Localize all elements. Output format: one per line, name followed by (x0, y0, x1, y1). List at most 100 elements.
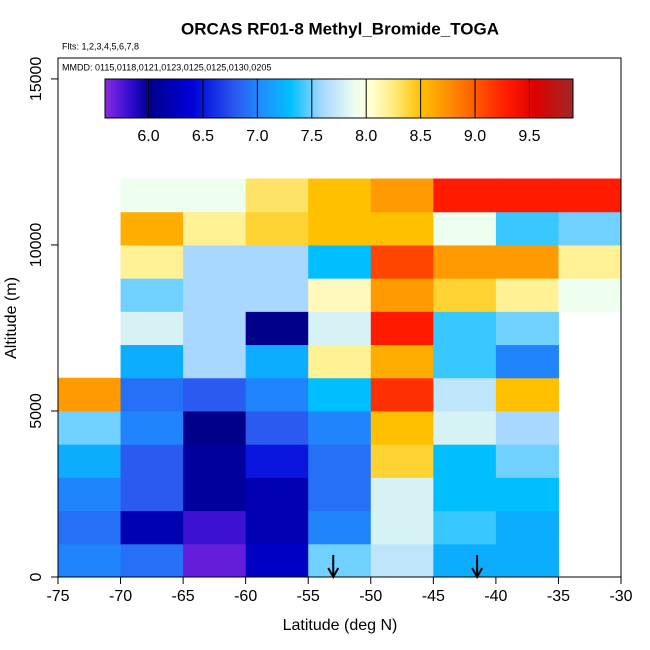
heat-cell (120, 510, 184, 545)
heat-cell (370, 278, 434, 312)
heat-cell (308, 477, 372, 512)
heat-cell (495, 410, 559, 445)
heat-cell (370, 211, 434, 246)
heat-cell (58, 510, 122, 545)
chart-title: ORCAS RF01-8 Methyl_Bromide_TOGA (181, 19, 499, 38)
heat-cell (245, 543, 309, 578)
heat-cell (433, 543, 497, 578)
heat-cell (495, 211, 559, 246)
x-tick-label: -60 (234, 588, 257, 605)
heat-cell (245, 510, 309, 545)
arrow-head (471, 567, 483, 580)
heat-cell (183, 410, 247, 445)
heat-cell (370, 311, 434, 346)
x-axis-label: Latitude (deg N) (283, 617, 398, 634)
heat-cell (308, 543, 372, 578)
colorbar-tick-label: 8.5 (410, 128, 432, 145)
heat-cell (370, 477, 434, 512)
heat-cell (308, 410, 372, 445)
heat-cell (245, 278, 309, 312)
colorbar (104, 78, 574, 119)
x-tick-label: -55 (297, 588, 320, 605)
heat-cell (370, 410, 434, 445)
heat-cell (495, 444, 559, 478)
heat-cell (245, 211, 309, 246)
heat-cell (245, 311, 309, 346)
heat-cell (495, 344, 559, 379)
colorbar-tick-label: 6.5 (192, 128, 214, 145)
heat-cell (495, 278, 559, 312)
heat-cell (245, 410, 309, 445)
heat-cell (245, 344, 309, 379)
heat-cell (495, 311, 559, 346)
heat-cell (183, 244, 247, 279)
heat-cell (245, 444, 309, 478)
heat-cell (308, 311, 372, 346)
heat-cell (183, 278, 247, 312)
heat-cell (433, 278, 497, 312)
x-tick-label: -75 (46, 588, 69, 605)
heat-cell (558, 178, 622, 213)
heat-cell (433, 211, 497, 246)
heat-cell (370, 344, 434, 379)
heat-cell (120, 410, 184, 445)
heat-cell (308, 344, 372, 379)
colorbar-tick-label: 7.5 (301, 128, 323, 145)
heat-cell (58, 444, 122, 478)
heat-cell (308, 278, 372, 312)
heat-cell (245, 178, 309, 213)
heat-cell (433, 477, 497, 512)
y-tick-label: 5000 (28, 393, 45, 429)
colorbar-tick-label: 7.0 (246, 128, 268, 145)
heat-cell (245, 244, 309, 279)
heat-cell (370, 377, 434, 412)
heat-cell (433, 344, 497, 379)
x-tick-label: -45 (422, 588, 445, 605)
y-axis-label: Altitude (m) (3, 277, 20, 359)
heat-cell (558, 211, 622, 246)
heat-cell (183, 444, 247, 478)
heat-cell (370, 244, 434, 279)
heat-cell (58, 410, 122, 445)
heat-cell (370, 543, 434, 578)
heat-cell (183, 178, 247, 213)
heat-cell (58, 477, 122, 512)
heat-cell (120, 178, 184, 213)
heat-cell (120, 244, 184, 279)
heat-cell (495, 178, 559, 213)
x-tick-label: -30 (609, 588, 632, 605)
heat-cell (183, 543, 247, 578)
heat-cell (245, 477, 309, 512)
heat-cell (120, 211, 184, 246)
heat-cell (370, 510, 434, 545)
x-tick-label: -65 (172, 588, 195, 605)
heat-cell (120, 477, 184, 512)
heat-cell (308, 211, 372, 246)
heat-cell (558, 244, 622, 279)
heat-cell (558, 278, 622, 312)
plot-frame (57, 57, 622, 578)
heat-cell (308, 178, 372, 213)
heat-cell (495, 477, 559, 512)
colorbar-tick-label: 8.0 (355, 128, 377, 145)
heat-cell (370, 444, 434, 478)
heat-cell (433, 444, 497, 478)
x-tick-label: -35 (547, 588, 570, 605)
heat-cell (495, 543, 559, 578)
heat-cell (245, 377, 309, 412)
heat-cell (58, 543, 122, 578)
heat-cell (308, 510, 372, 545)
heat-cell (433, 510, 497, 545)
x-tick-label: -50 (359, 588, 382, 605)
heat-cell (433, 178, 497, 213)
heat-cell (495, 377, 559, 412)
y-tick-label: 0 (28, 572, 45, 581)
heat-cell (183, 477, 247, 512)
heat-cell (433, 311, 497, 346)
arrow (327, 555, 340, 580)
heat-cell (120, 444, 184, 478)
heat-cell (308, 377, 372, 412)
x-tick-label: -40 (484, 588, 507, 605)
colorbar-tick-label: 9.0 (464, 128, 486, 145)
